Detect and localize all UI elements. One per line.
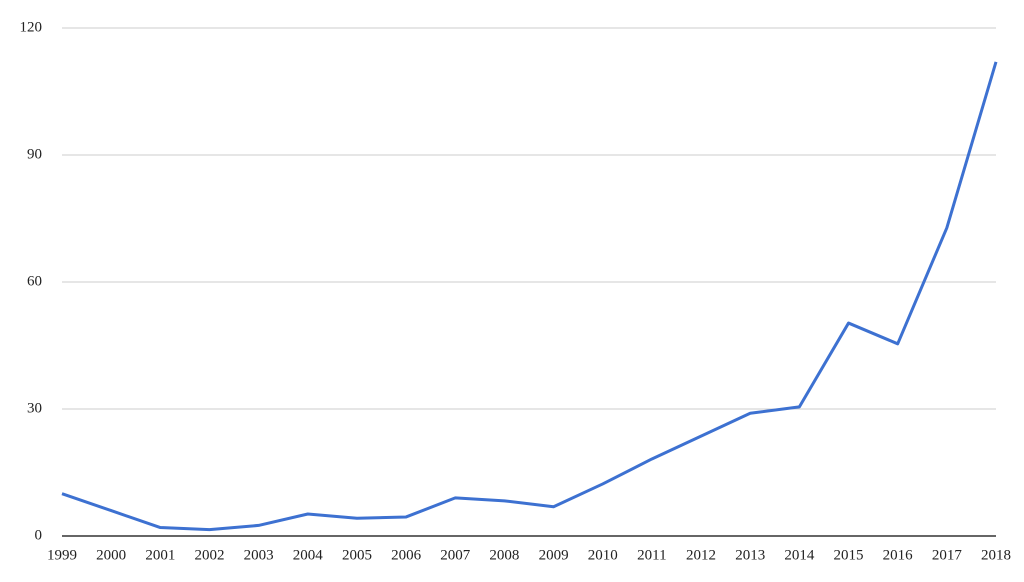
x-tick-label: 2008 — [489, 547, 519, 563]
x-tick-label: 2015 — [834, 547, 864, 563]
x-tick-label: 1999 — [47, 547, 77, 563]
data-line — [61, 61, 998, 532]
x-tick-label: 2004 — [293, 547, 324, 563]
y-tick-label: 0 — [35, 527, 43, 543]
x-tick-label: 2017 — [932, 547, 963, 563]
x-tick-label: 2013 — [735, 547, 765, 563]
y-tick-label: 60 — [27, 273, 42, 289]
x-tick-label: 2000 — [96, 547, 126, 563]
x-tick-label: 2003 — [244, 547, 274, 563]
x-tick-label: 2005 — [342, 547, 372, 563]
x-tick-label: 2009 — [539, 547, 569, 563]
y-tick-label: 30 — [27, 400, 42, 416]
x-tick-label: 2011 — [637, 547, 666, 563]
x-tick-label: 2018 — [981, 547, 1011, 563]
x-tick-label: 2007 — [440, 547, 471, 563]
y-tick-label: 120 — [20, 19, 43, 35]
x-tick-label: 2012 — [686, 547, 716, 563]
y-tick-label: 90 — [27, 146, 42, 162]
x-tick-label: 2002 — [194, 547, 224, 563]
x-tick-label: 2014 — [784, 547, 815, 563]
x-tick-label: 2006 — [391, 547, 422, 563]
x-tick-label: 2001 — [145, 547, 175, 563]
x-tick-label: 2016 — [883, 547, 914, 563]
x-tick-label: 2010 — [588, 547, 618, 563]
